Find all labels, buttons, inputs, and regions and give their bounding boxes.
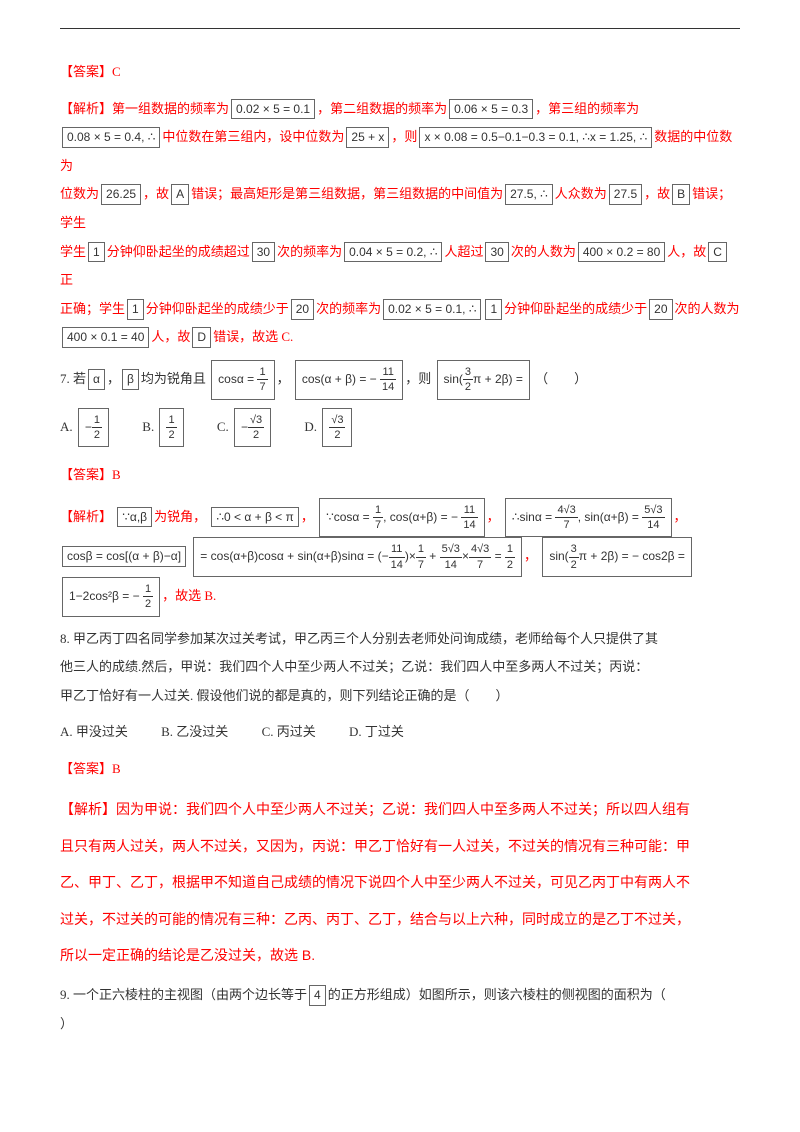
q7-optC: C. −√32: [217, 408, 273, 448]
q7-options: A. −12 B. 12 C. −√32 D. √32: [60, 408, 740, 448]
q8-optA: A. 甲没过关: [60, 724, 128, 739]
answer-6: 【答案】C: [60, 58, 740, 87]
q7-optD: D. √32: [304, 408, 354, 448]
expl6-lead: 【解析】: [60, 101, 112, 116]
box-cos-alpha: cosα = 17: [211, 360, 274, 400]
box-sin: sin(32π + 2β) =: [437, 360, 530, 400]
question-7: 7. 若α，β均为锐角且 cosα = 17， cos(α + β) = − 1…: [60, 360, 740, 400]
header-rule: [60, 28, 740, 29]
q7-optA: A. −12: [60, 408, 111, 448]
q8-optB: B. 乙没过关: [161, 724, 228, 739]
q7-optB: B. 12: [142, 408, 185, 448]
explanation-7: 【解析】 ∵α,β为锐角， ∴0 < α + β < π， ∵cosα = 17…: [60, 498, 740, 617]
question-8: 8. 甲乙丙丁四名同学参加某次过关考试，甲乙丙三个人分别去老师处问询成绩，老师给…: [60, 625, 740, 711]
explanation-8: 【解析】因为甲说：我们四个人中至少两人不过关；乙说：我们四人中至多两人不过关；所…: [60, 791, 740, 973]
box-freq1: 0.02 × 5 = 0.1: [231, 99, 315, 120]
box-cos-ab: cos(α + β) = − 1114: [295, 360, 403, 400]
page: 【答案】C 【解析】第一组数据的频率为0.02 × 5 = 0.1，第二组数据的…: [0, 0, 800, 1132]
q8-options: A. 甲没过关 B. 乙没过关 C. 丙过关 D. 丁过关: [60, 718, 740, 747]
answer-8: 【答案】B: [60, 755, 740, 784]
answer-7: 【答案】B: [60, 461, 740, 490]
q8-optD: D. 丁过关: [349, 724, 404, 739]
question-9: 9. 一个正六棱柱的主视图（由两个边长等于4的正方形组成）如图所示，则该六棱柱的…: [60, 981, 740, 1038]
q8-optC: C. 丙过关: [262, 724, 316, 739]
explanation-6: 【解析】第一组数据的频率为0.02 × 5 = 0.1，第二组数据的频率为0.0…: [60, 95, 740, 352]
